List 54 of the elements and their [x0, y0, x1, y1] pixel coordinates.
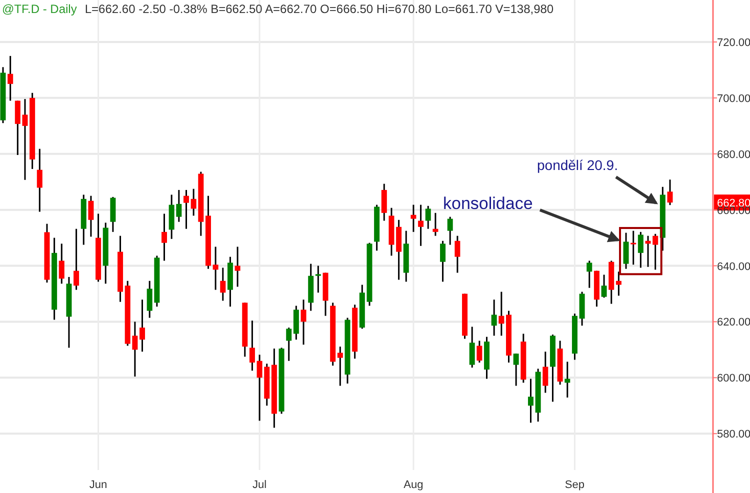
y-tick-label: 720.00	[717, 36, 750, 49]
candlestick	[36, 148, 42, 213]
candlestick	[564, 360, 570, 398]
candlestick	[58, 242, 64, 284]
candlestick	[454, 235, 460, 274]
x-tick-label: Aug	[404, 479, 424, 491]
candlestick	[616, 270, 622, 296]
chart-title: @TF.D - Daily	[2, 2, 77, 16]
candlestick	[286, 326, 292, 362]
y-tick-label: 620.00	[717, 316, 750, 329]
x-tick-label: Jul	[252, 479, 267, 491]
y-tick-label: 580.00	[717, 428, 750, 441]
candlestick	[476, 340, 482, 364]
candlestick	[601, 274, 607, 298]
x-tick-label: Sep	[564, 479, 585, 491]
candlestick	[418, 204, 424, 247]
candlestick	[183, 189, 189, 230]
y-tick-label: 640.00	[717, 260, 750, 273]
candlestick	[249, 320, 255, 372]
candlestick	[88, 195, 94, 238]
candlestick	[432, 212, 438, 237]
candlestick	[491, 298, 497, 336]
candlestick	[542, 350, 548, 394]
candlestick	[528, 378, 534, 424]
y-tick-label: 680.00	[717, 148, 750, 161]
x-tick-label: Jun	[89, 479, 108, 491]
y-tick-label: 700.00	[717, 92, 750, 105]
candlestick	[623, 232, 629, 270]
candlestick	[469, 326, 475, 368]
candlestick	[162, 212, 168, 262]
candlestick	[586, 260, 592, 289]
candlestick	[667, 178, 673, 206]
candlestick	[410, 204, 416, 233]
candlestick	[315, 265, 321, 294]
candlestick	[630, 230, 636, 266]
candlestick	[8, 55, 14, 102]
candlestick	[212, 246, 218, 291]
candlestick	[140, 298, 146, 352]
y-tick-label: 600.00	[717, 372, 750, 385]
candlestick	[381, 183, 387, 222]
candlestick	[300, 298, 306, 346]
candlestick	[513, 352, 519, 387]
candlestick	[498, 291, 504, 336]
annotation: pondělí 20.9.	[537, 157, 618, 173]
candlestick	[234, 246, 240, 288]
chart-subtitle: L=662.60 -2.50 -0.38% B=662.50 A=662.70 O=666.50 Hi=670.80 Lo=661.70 V=138,980	[84, 2, 554, 16]
candlestick	[220, 266, 226, 302]
candlestick	[337, 346, 343, 387]
candlestick	[425, 205, 431, 230]
candlestick	[447, 216, 453, 246]
candlestick	[440, 240, 446, 282]
candlestick	[74, 228, 80, 291]
annotation: konsolidace	[443, 194, 533, 213]
candlestick	[638, 231, 644, 268]
